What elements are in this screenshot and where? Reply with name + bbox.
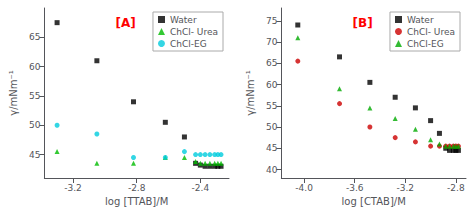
svg-text:70: 70: [266, 37, 278, 47]
svg-text:γ/mNm⁻¹: γ/mNm⁻¹: [8, 70, 19, 116]
svg-text:Water: Water: [407, 15, 434, 25]
svg-text:45: 45: [29, 150, 40, 160]
svg-text:-4.0: -4.0: [295, 183, 313, 193]
svg-text:ChCl- Urea: ChCl- Urea: [170, 27, 218, 37]
svg-text:[B]: [B]: [353, 16, 373, 30]
svg-text:65: 65: [29, 32, 40, 42]
svg-text:[A]: [A]: [116, 16, 136, 30]
svg-text:-2.4: -2.4: [192, 183, 210, 193]
svg-text:-2.8: -2.8: [128, 183, 146, 193]
svg-text:75: 75: [266, 16, 277, 26]
svg-text:55: 55: [266, 101, 277, 111]
svg-text:-3.2: -3.2: [397, 183, 415, 193]
svg-text:60: 60: [266, 80, 278, 90]
svg-text:50: 50: [29, 120, 41, 130]
svg-text:45: 45: [266, 143, 277, 153]
svg-text:ChCl-EG: ChCl-EG: [407, 39, 444, 49]
svg-text:γ/mNm⁻¹: γ/mNm⁻¹: [245, 70, 256, 116]
svg-text:-3.2: -3.2: [64, 183, 82, 193]
svg-text:ChCl-EG: ChCl-EG: [170, 39, 207, 49]
svg-text:-2.8: -2.8: [447, 183, 465, 193]
svg-text:40: 40: [266, 165, 278, 175]
svg-text:Water: Water: [170, 15, 197, 25]
svg-text:60: 60: [29, 62, 41, 72]
svg-text:ChCl- Urea: ChCl- Urea: [407, 27, 455, 37]
svg-text:50: 50: [266, 122, 278, 132]
svg-text:log [TTAB]/M: log [TTAB]/M: [105, 196, 168, 207]
svg-text:55: 55: [29, 91, 40, 101]
svg-text:65: 65: [266, 58, 277, 68]
svg-text:-3.6: -3.6: [346, 183, 364, 193]
svg-text:log [CTAB]/M: log [CTAB]/M: [342, 196, 406, 207]
